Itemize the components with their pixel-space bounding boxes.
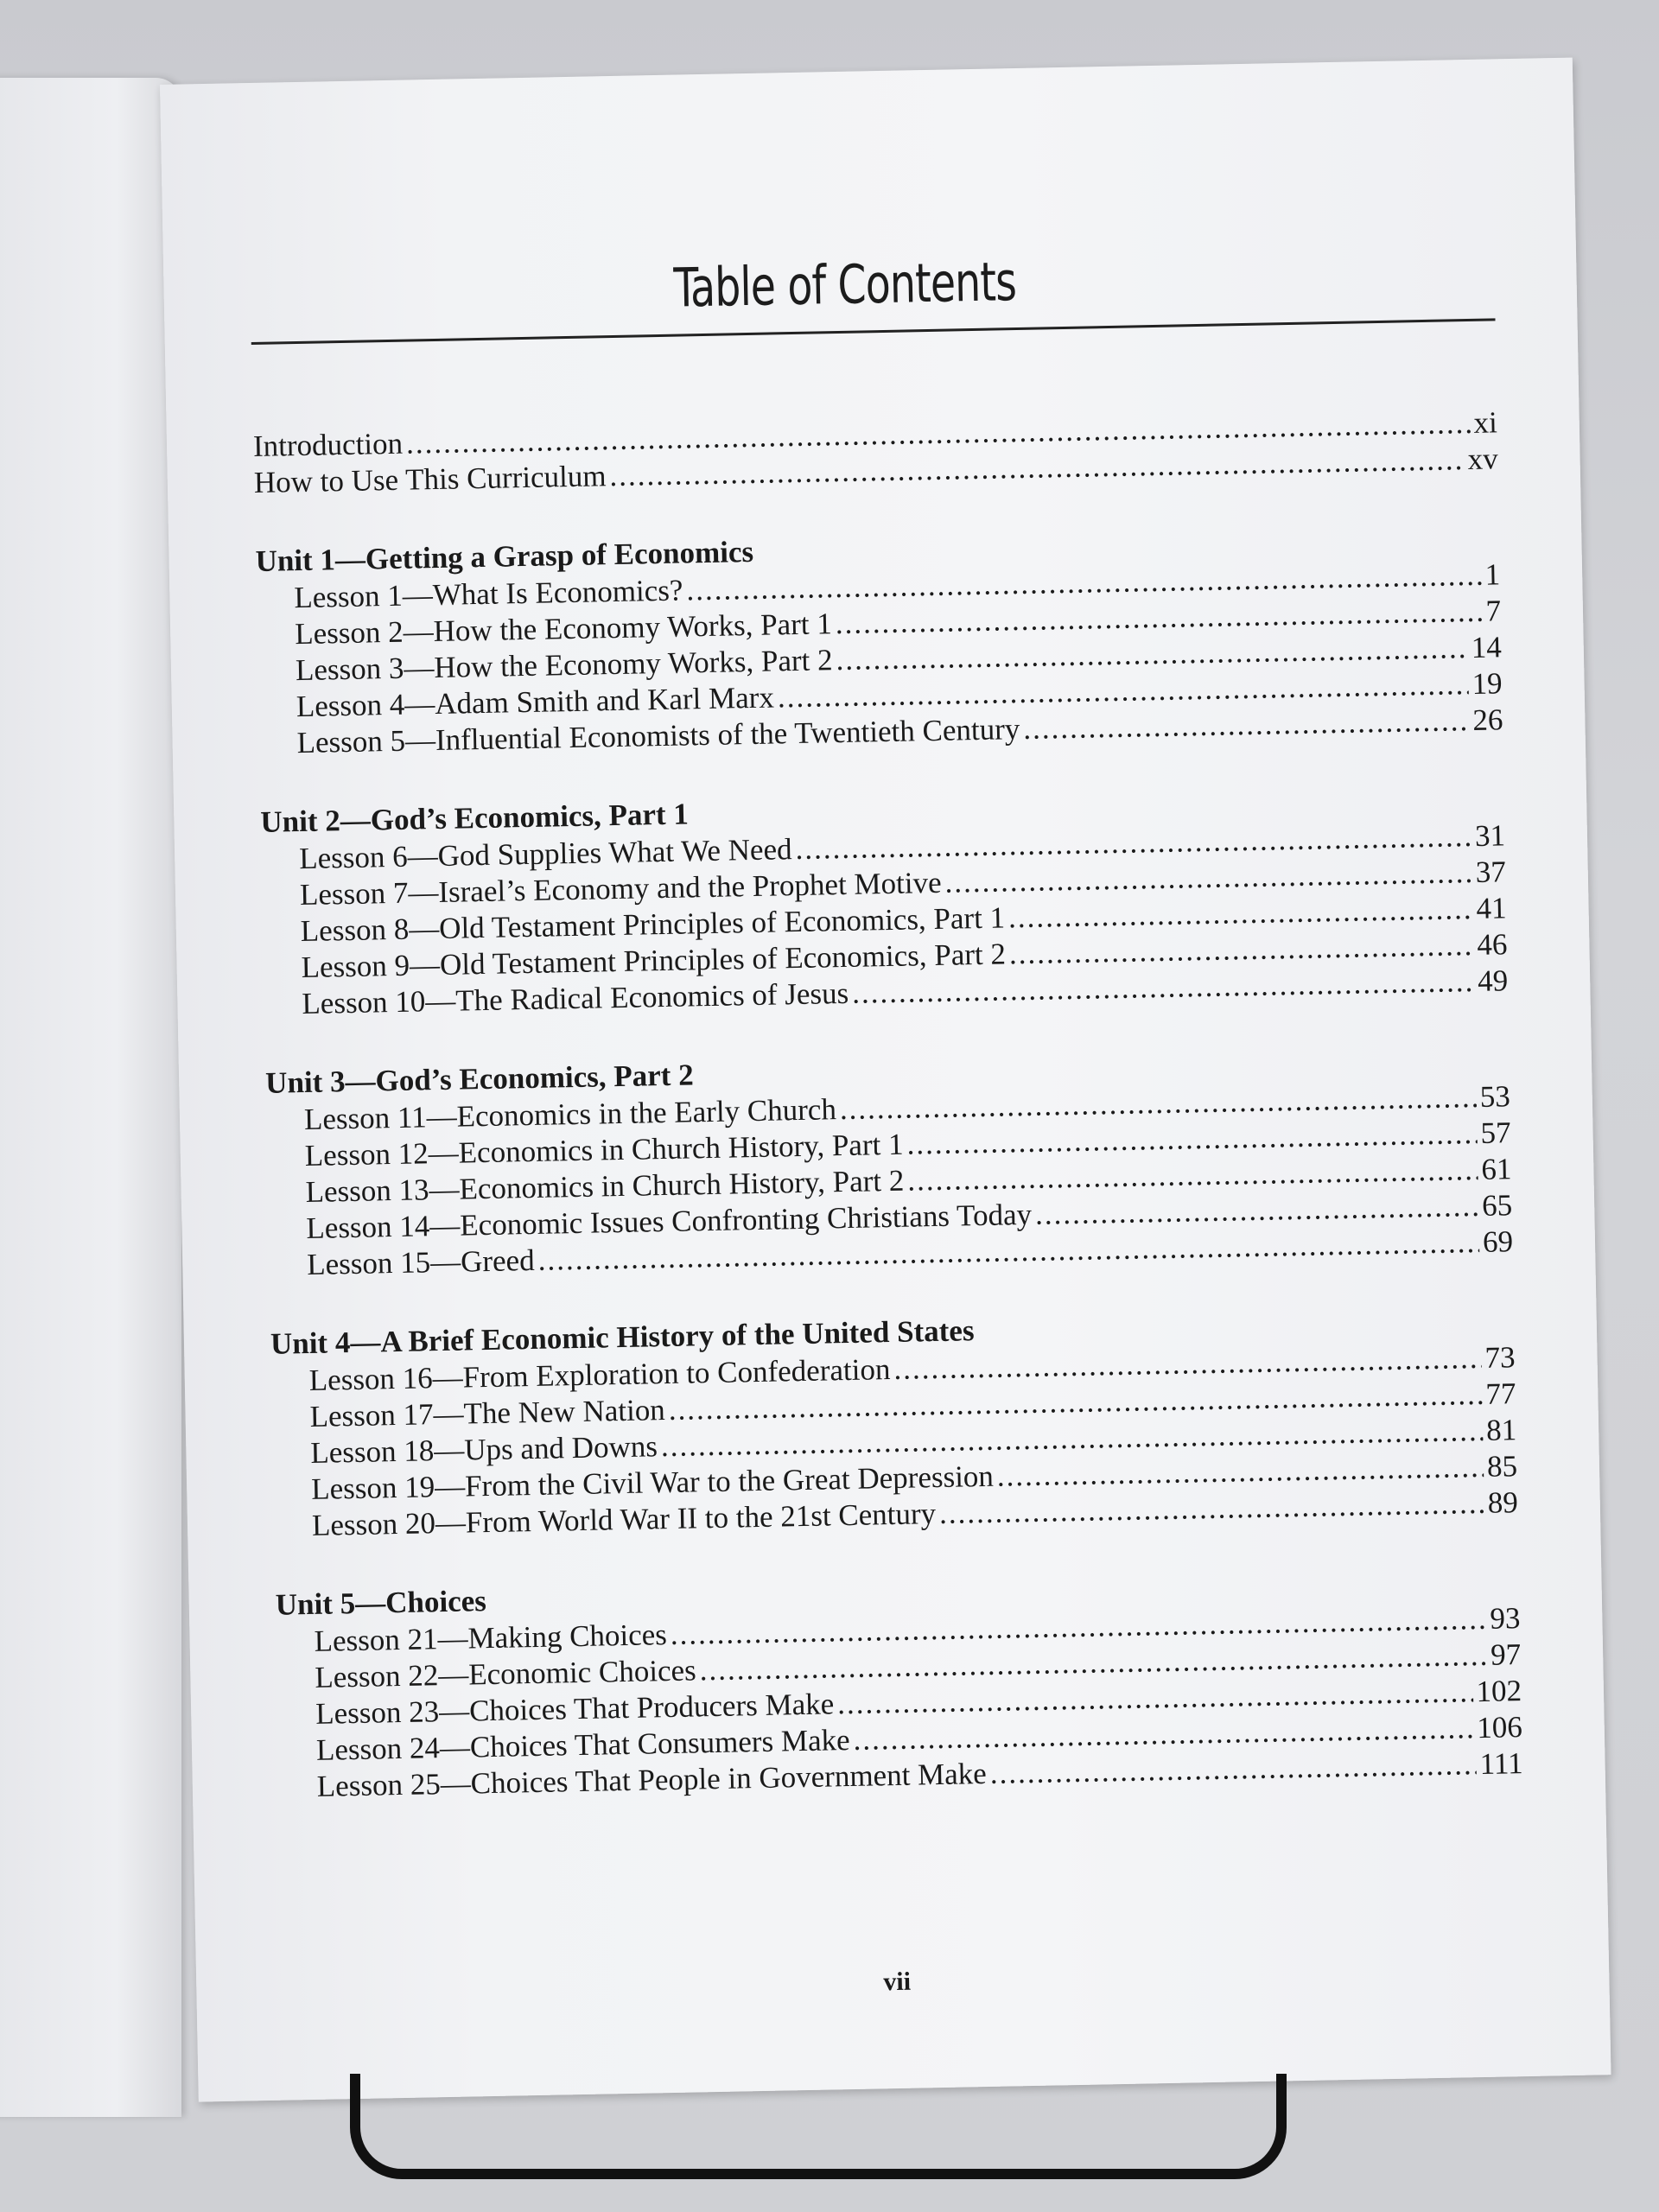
entry-page: 81 [1485,1413,1517,1447]
entry-page: xv [1467,442,1498,477]
entry-page: 26 [1472,702,1503,737]
title-rule [251,318,1496,346]
entry-page: 93 [1489,1601,1521,1636]
entry-title: How to Use This Curriculum [253,459,607,499]
table-of-contents: Introduction xi How to Use This Curriculum… [253,404,1523,1805]
entry-page: 14 [1471,630,1503,664]
entry-page: 97 [1490,1637,1522,1672]
entry-page: 65 [1481,1188,1513,1223]
page-number: vii [882,1967,912,1997]
entry-page: 69 [1482,1224,1514,1259]
entry-page: 77 [1484,1376,1516,1411]
page-title: Table of Contents [672,250,1017,320]
facing-page [0,78,181,2117]
entry-page: 19 [1471,666,1503,701]
entry-page: 49 [1477,963,1509,998]
entry-page: 102 [1476,1674,1522,1709]
book-stand [350,2074,1287,2179]
entry-page: 46 [1477,927,1508,962]
entry-page: 31 [1474,818,1506,853]
entry-page: 37 [1475,855,1507,889]
entry-page: 41 [1476,891,1507,925]
entry-title: Lesson 15—Greed [306,1243,535,1281]
entry-page: 85 [1486,1449,1518,1484]
entry-page: 89 [1487,1485,1519,1520]
entry-title: Unit 5—Choices [275,1584,487,1622]
entry-page: 106 [1476,1710,1523,1745]
entry-page: 57 [1480,1116,1511,1150]
entry-page: xi [1473,405,1498,440]
entry-page: 53 [1479,1079,1511,1114]
entry-page: 61 [1481,1152,1512,1186]
entry-page: 73 [1484,1340,1516,1375]
book-page: Table of Contents Introduction xi How to U… [160,57,1611,2102]
entry-page: 111 [1479,1746,1523,1782]
entry-title: Introduction [252,426,404,463]
entry-page: 1 [1484,557,1501,592]
entry-page: 7 [1485,594,1502,628]
